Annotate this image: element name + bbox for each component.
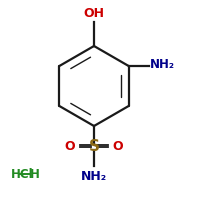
Text: NH₂: NH₂: [150, 58, 175, 72]
Text: O: O: [65, 140, 75, 153]
Text: H: H: [30, 168, 39, 180]
Text: NH₂: NH₂: [81, 170, 107, 183]
Text: O: O: [113, 140, 123, 153]
Text: HCl: HCl: [11, 168, 34, 180]
Text: OH: OH: [84, 7, 104, 20]
Text: S: S: [88, 139, 100, 154]
